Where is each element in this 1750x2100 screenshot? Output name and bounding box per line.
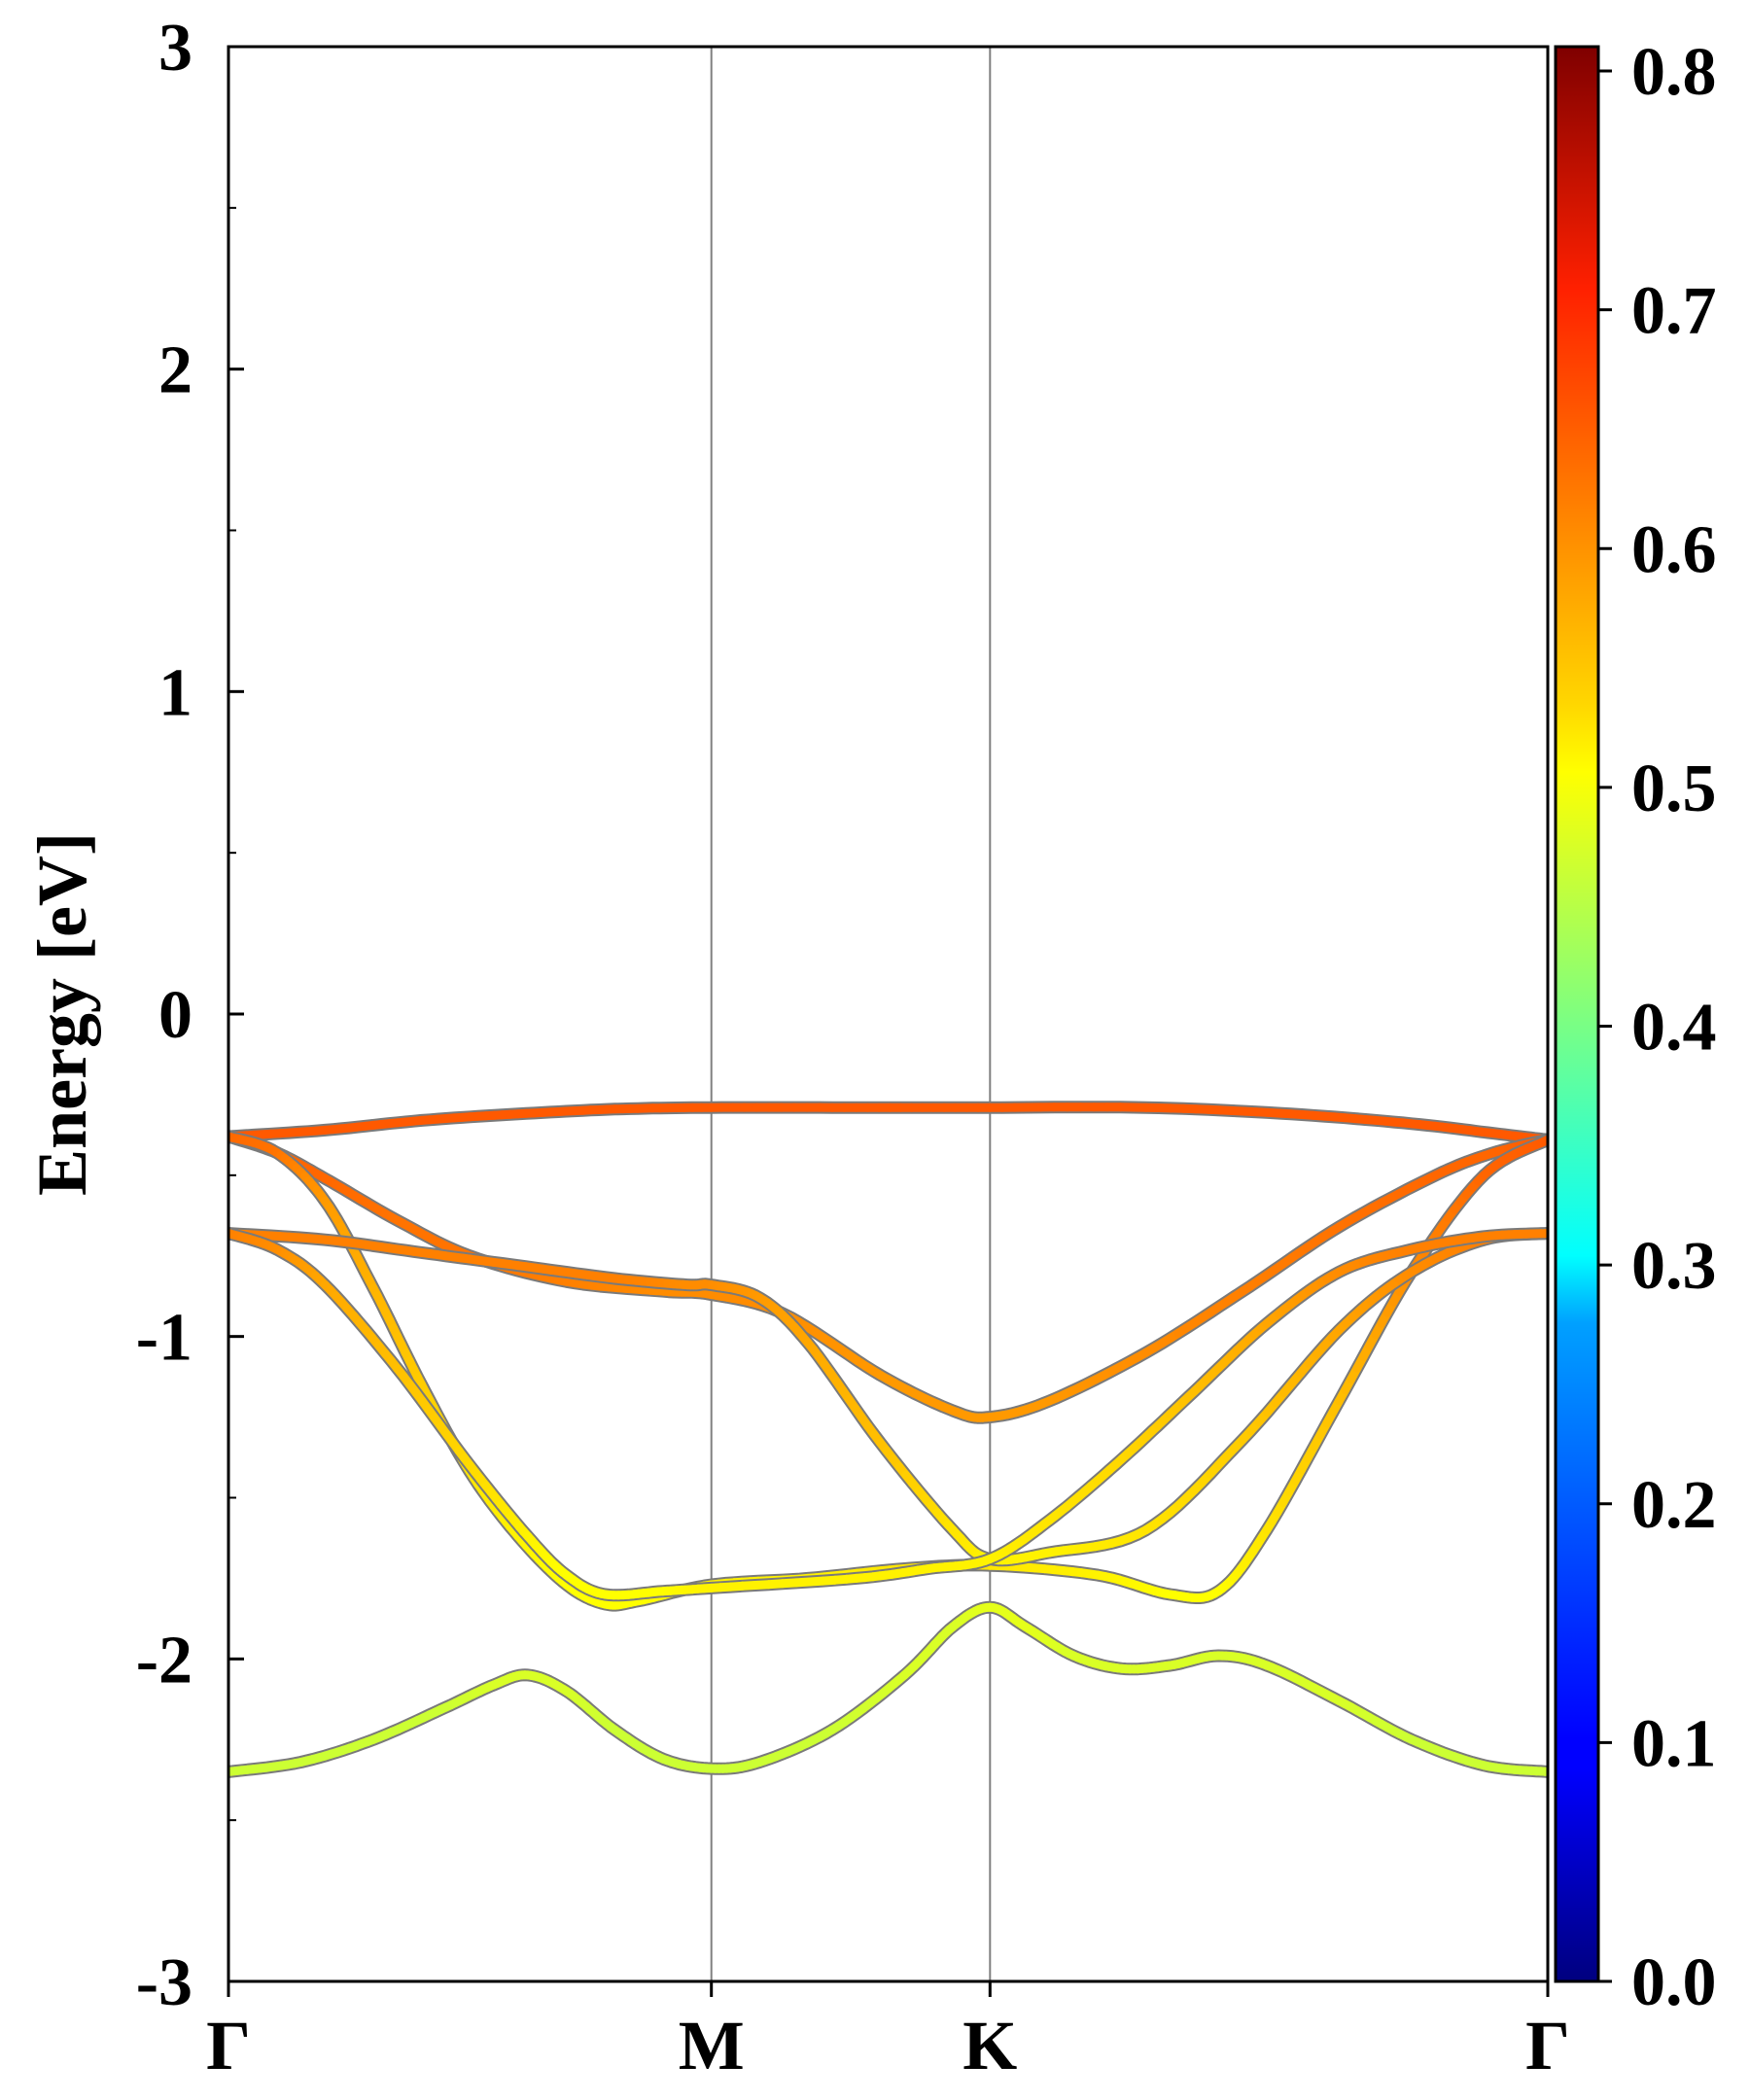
band-6 xyxy=(228,1600,1548,1778)
colorbar-tick-label: 0.2 xyxy=(1631,1468,1717,1543)
y-tick-label: -1 xyxy=(136,1301,192,1376)
high-symmetry-lines xyxy=(710,47,992,1981)
x-tick-label: M xyxy=(679,2007,745,2084)
y-tick-label: -3 xyxy=(136,1945,192,2020)
band-outline xyxy=(228,1130,1548,1612)
colorbar-tick-label: 0.5 xyxy=(1631,752,1717,826)
colorbar-tick-label: 0.3 xyxy=(1631,1229,1717,1304)
colorbar: 0.8 0.7 0.6 0.5 0.4 0.3 0.2 0.1 0.0 xyxy=(1554,35,1717,2020)
y-tick-label: 0 xyxy=(158,978,192,1053)
y-tick-label: -2 xyxy=(136,1623,192,1698)
band-4 xyxy=(228,1227,1548,1567)
colorbar-tick-label: 0.6 xyxy=(1631,512,1717,587)
band-5 xyxy=(228,1227,1548,1602)
band-outline xyxy=(228,1227,1548,1602)
y-tick-label: 1 xyxy=(158,655,192,730)
colorbar-tick-label: 0.0 xyxy=(1631,1945,1717,2020)
colorbar-tick-label: 0.1 xyxy=(1631,1706,1717,1781)
y-tick-label: 3 xyxy=(158,11,192,86)
x-tick-label: Γ xyxy=(1525,2007,1570,2084)
y-axis: 3 2 1 0 -1 -2 -3 xyxy=(136,11,244,2020)
y-axis-label: Energy [eV] xyxy=(23,832,101,1196)
colorbar-tick-label: 0.8 xyxy=(1631,35,1717,110)
energy-bands xyxy=(228,1101,1548,1778)
band-1 xyxy=(228,1101,1548,1146)
colorbar-tick-label: 0.4 xyxy=(1631,991,1717,1066)
y-tick-label: 2 xyxy=(158,333,192,408)
colorbar-gradient xyxy=(1554,45,1600,1983)
x-tick-label: Γ xyxy=(206,2007,251,2084)
band-3 xyxy=(228,1130,1548,1612)
colorbar-tick-label: 0.7 xyxy=(1631,274,1717,349)
x-tick-label: K xyxy=(962,2007,1017,2084)
